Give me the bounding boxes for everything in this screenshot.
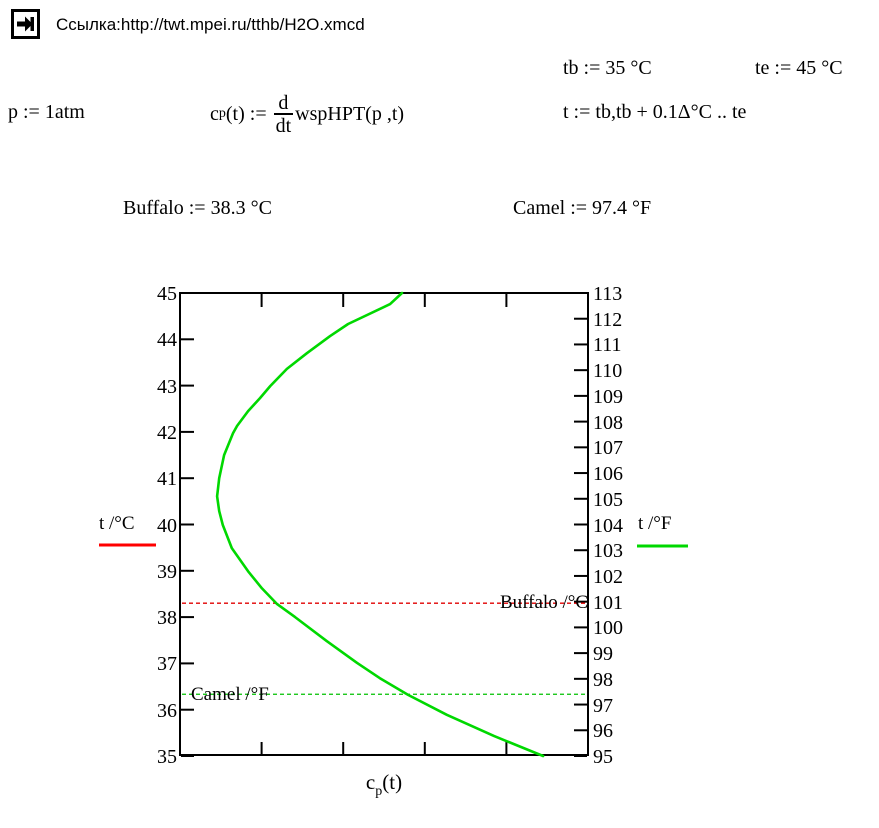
camel-marker-label: Camel /°F [191,684,269,705]
right-axis-tick-label: 109 [593,385,623,408]
right-axis-tick-label: 98 [593,668,613,691]
right-axis-tick-label: 106 [593,463,623,486]
right-axis-tick-label: 105 [593,488,623,511]
fraction-denominator: dt [273,112,294,137]
left-axis-tick-label: 43 [157,375,177,398]
right-axis-tick-label: 96 [593,720,613,743]
right-axis-tick-label: 100 [593,617,623,640]
right-axis-tick-label: 97 [593,694,613,717]
expr-te[interactable]: te := 45 °C [755,57,843,79]
left-axis-tick-label: 40 [157,514,177,537]
right-axis-tick-label: 113 [593,283,623,305]
expr-p[interactable]: p := 1atm [8,101,85,123]
hyperlink-region[interactable]: Ссылка:http://twt.mpei.ru/tthb/H2O.xmcd [11,9,365,39]
left-axis-tick-label: 35 [157,746,177,768]
left-axis-tick-label: 39 [157,560,177,583]
expr-buffalo[interactable]: Buffalo := 38.3 °C [123,197,272,219]
buffalo-marker-label: Buffalo /°C [500,592,588,613]
x-label-base: c [365,770,376,794]
right-axis-tick-label: 110 [593,360,623,383]
right-axis-title: t /°F [638,513,672,534]
left-axis-tick-label: 45 [157,283,177,305]
fraction-numerator: d [278,91,289,114]
x-label-subscript: p [375,784,383,799]
expr-cp-definition[interactable]: c p (t) := d dt wspHPT(p ,t) [210,88,404,140]
right-axis-tick-label: 112 [593,308,623,331]
right-axis-tick-label: 102 [593,565,623,588]
derivative-fraction: d dt [273,91,294,137]
cp-rhs: wspHPT(p ,t) [295,102,405,125]
expr-t-range[interactable]: t := tb,tb + 0.1Δ°C .. te [563,101,747,123]
cp-lhs-subscript: p [218,106,226,121]
left-axis-tick-label: 41 [157,468,177,491]
right-axis-tick-label: 111 [593,334,622,357]
right-axis-tick-label: 95 [593,746,613,768]
right-axis-tick-label: 99 [593,643,613,666]
left-axis-tick-label: 38 [157,607,177,630]
left-axis-tick-label: 36 [157,699,177,722]
hyperlink-arrow-icon[interactable] [11,9,40,39]
x-axis-title: cp(t) [334,770,434,800]
cp-lhs-base: c [210,102,219,125]
right-axis-tick-label: 108 [593,411,623,434]
left-axis-tick-label: 42 [157,421,177,444]
right-axis-tick-label: 103 [593,540,623,563]
x-label-rest: (t) [382,770,403,794]
right-axis-tick-label: 101 [593,591,623,614]
left-axis-tick-label: 37 [157,653,177,676]
left-axis-tick-label: 44 [157,329,177,352]
expr-tb[interactable]: tb := 35 °C [563,57,652,79]
hyperlink-text[interactable]: Ссылка:http://twt.mpei.ru/tthb/H2O.xmcd [56,14,365,34]
right-axis-tick-label: 104 [593,514,623,537]
left-axis-title: t /°C [99,513,135,534]
cp-lhs-rest: (t) := [225,102,272,125]
expr-camel[interactable]: Camel := 97.4 °F [513,197,652,219]
right-axis-tick-label: 107 [593,437,623,460]
